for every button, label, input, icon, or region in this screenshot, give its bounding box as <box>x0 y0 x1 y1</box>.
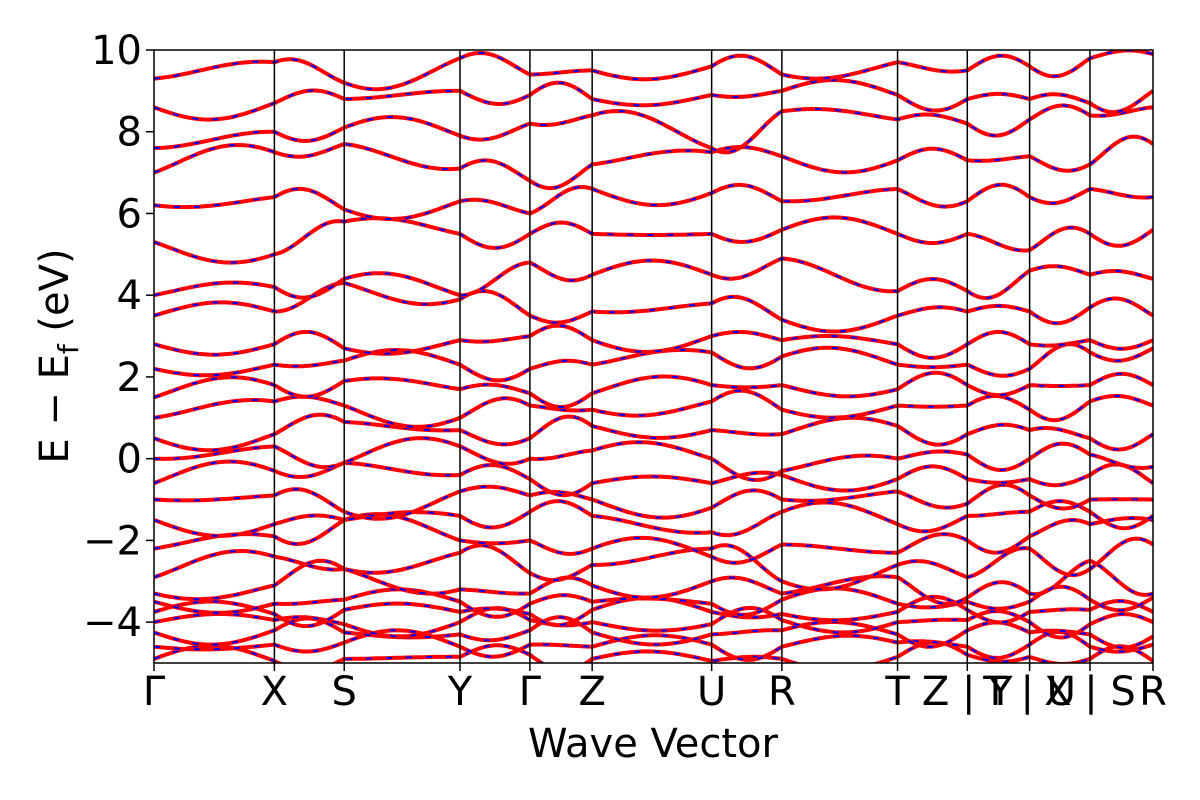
y-axis-ticks: 10 8 6 4 2 0 −2 −4 <box>83 28 154 646</box>
x-tick-label: Γ <box>519 669 542 715</box>
x-tick-label: X | S <box>1044 669 1136 715</box>
x-tick-label: X <box>261 669 288 715</box>
x-tick-label: R <box>768 669 796 715</box>
x-tick-label: R <box>1139 669 1167 715</box>
x-tick-label: Y <box>447 669 473 715</box>
y-tick-label: 6 <box>117 191 142 237</box>
y-tick-label: 10 <box>91 28 142 74</box>
x-axis-title: Wave Vector <box>528 721 779 767</box>
y-tick-label: 4 <box>117 273 142 319</box>
plot-frame <box>153 49 1154 664</box>
x-tick-label: U <box>697 669 726 715</box>
x-tick-label: Z <box>578 669 605 715</box>
x-tick-label: Z | Y <box>922 669 1013 715</box>
high-symmetry-lines <box>273 50 1091 663</box>
y-axis-title-unit: (eV) <box>32 248 78 344</box>
x-tick-label: S <box>332 669 357 715</box>
y-tick-label: 8 <box>117 110 142 156</box>
y-axis-title-subscript: f <box>52 343 85 354</box>
y-tick-label: 2 <box>117 355 142 401</box>
x-tick-label: T | U <box>982 669 1076 715</box>
y-axis-title: E − Ef (eV) <box>32 248 85 463</box>
y-axis-title-main: E − E <box>32 354 78 464</box>
y-tick-label: −4 <box>83 600 142 646</box>
y-tick-label: −2 <box>83 518 142 564</box>
x-tick-label: Γ <box>143 669 166 715</box>
x-tick-label: T <box>884 669 910 715</box>
y-tick-label: 0 <box>117 437 142 483</box>
